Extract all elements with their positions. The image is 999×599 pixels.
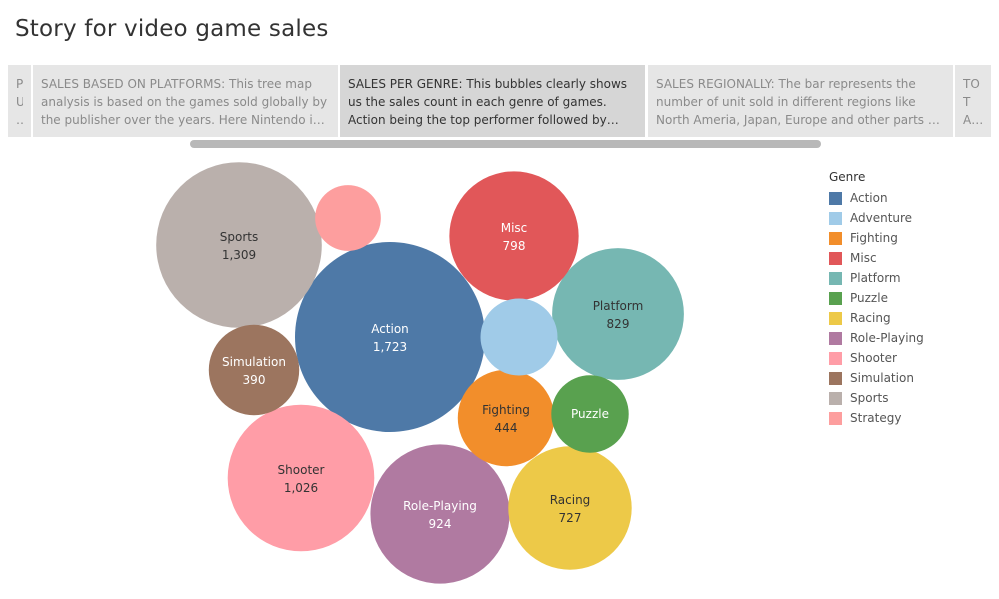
legend-swatch	[829, 251, 842, 265]
bubble-label-shooter: Shooter	[278, 463, 325, 477]
legend-item-adventure[interactable]: Adventure	[829, 208, 989, 228]
legend-swatch	[829, 211, 842, 225]
bubble-value-fighting: 444	[495, 421, 518, 435]
legend-swatch	[829, 311, 842, 325]
bubble-value-shooter: 1,026	[284, 481, 318, 495]
legend-label: Racing	[850, 311, 891, 325]
legend-item-puzzle[interactable]: Puzzle	[829, 288, 989, 308]
bubble-adventure[interactable]	[480, 298, 558, 376]
legend-swatch	[829, 231, 842, 245]
story-point-platforms[interactable]: SALES BASED ON PLATFORMS: This tree map …	[33, 65, 339, 137]
legend-item-role-playing[interactable]: Role-Playing	[829, 328, 989, 348]
story-navigator: P U … SALES BASED ON PLATFORMS: This tre…	[8, 65, 992, 137]
story-point-1[interactable]: P U …	[8, 65, 32, 137]
legend-item-shooter[interactable]: Shooter	[829, 348, 989, 368]
bubble-label-misc: Misc	[501, 221, 528, 235]
legend-swatch	[829, 331, 842, 345]
bubble-label-action: Action	[371, 322, 409, 336]
story-point-total-text: TOT AL S AL…	[963, 77, 980, 127]
legend-label: Simulation	[850, 371, 914, 385]
legend-swatch	[829, 351, 842, 365]
bubble-platform[interactable]	[552, 248, 684, 380]
legend-label: Fighting	[850, 231, 898, 245]
bubble-label-puzzle: Puzzle	[571, 407, 609, 421]
legend-label: Platform	[850, 271, 901, 285]
bubble-simulation[interactable]	[208, 324, 300, 416]
legend-swatch	[829, 391, 842, 405]
legend-swatch	[829, 191, 842, 205]
story-point-genre-text: SALES PER GENRE: This bubbles clearly sh…	[348, 77, 628, 127]
bubble-label-platform: Platform	[593, 299, 644, 313]
bubble-strategy[interactable]	[315, 185, 381, 251]
legend-label: Strategy	[850, 411, 902, 425]
bubble-racing[interactable]	[508, 446, 632, 570]
legend-swatch	[829, 411, 842, 425]
story-point-1-text: P U …	[16, 77, 23, 127]
legend-swatch	[829, 271, 842, 285]
legend-item-misc[interactable]: Misc	[829, 248, 989, 268]
bubble-value-platform: 829	[607, 317, 630, 331]
legend-label: Adventure	[850, 211, 913, 225]
legend-label: Shooter	[850, 351, 897, 365]
bubble-value-racing: 727	[559, 511, 582, 525]
legend-label: Misc	[850, 251, 877, 265]
bubble-value-action: 1,723	[373, 340, 407, 354]
legend-label: Role-Playing	[850, 331, 924, 345]
legend-swatch	[829, 291, 842, 305]
story-point-regional-text: SALES REGIONALLY: The bar represents the…	[656, 77, 940, 127]
bubble-label-simulation: Simulation	[222, 355, 286, 369]
bubble-fighting[interactable]	[457, 369, 555, 467]
legend-item-action[interactable]: Action	[829, 188, 989, 208]
legend-label: Action	[850, 191, 888, 205]
bubble-puzzle[interactable]	[551, 375, 629, 453]
story-point-total[interactable]: TOT AL S AL…	[955, 65, 992, 137]
story-point-regional[interactable]: SALES REGIONALLY: The bar represents the…	[648, 65, 954, 137]
story-scrollbar[interactable]	[190, 140, 821, 148]
bubble-label-role-playing: Role-Playing	[403, 499, 477, 513]
legend-item-strategy[interactable]: Strategy	[829, 408, 989, 428]
legend-item-sports[interactable]: Sports	[829, 388, 989, 408]
legend-item-fighting[interactable]: Fighting	[829, 228, 989, 248]
bubble-value-role-playing: 924	[429, 517, 452, 531]
bubble-label-sports: Sports	[220, 230, 258, 244]
bubble-action[interactable]	[295, 242, 485, 432]
story-point-genre[interactable]: SALES PER GENRE: This bubbles clearly sh…	[340, 65, 646, 137]
legend-label: Sports	[850, 391, 889, 405]
legend-title: Genre	[829, 170, 866, 184]
bubble-value-sports: 1,309	[222, 248, 256, 262]
genre-legend: Genre Action Adventure Fighting Misc Platfor…	[829, 170, 989, 428]
legend-swatch	[829, 371, 842, 385]
legend-item-platform[interactable]: Platform	[829, 268, 989, 288]
bubble-label-fighting: Fighting	[482, 403, 530, 417]
bubble-value-misc: 798	[503, 239, 526, 253]
bubble-sports[interactable]	[156, 162, 322, 328]
bubble-value-simulation: 390	[243, 373, 266, 387]
bubble-label-racing: Racing	[550, 493, 591, 507]
bubble-shooter[interactable]	[227, 404, 375, 552]
bubble-role-playing[interactable]	[370, 444, 510, 584]
legend-label: Puzzle	[850, 291, 888, 305]
story-title: Story for video game sales	[15, 16, 329, 42]
legend-item-racing[interactable]: Racing	[829, 308, 989, 328]
bubble-misc[interactable]	[449, 171, 579, 301]
story-point-platforms-text: SALES BASED ON PLATFORMS: This tree map …	[41, 77, 328, 127]
legend-item-simulation[interactable]: Simulation	[829, 368, 989, 388]
